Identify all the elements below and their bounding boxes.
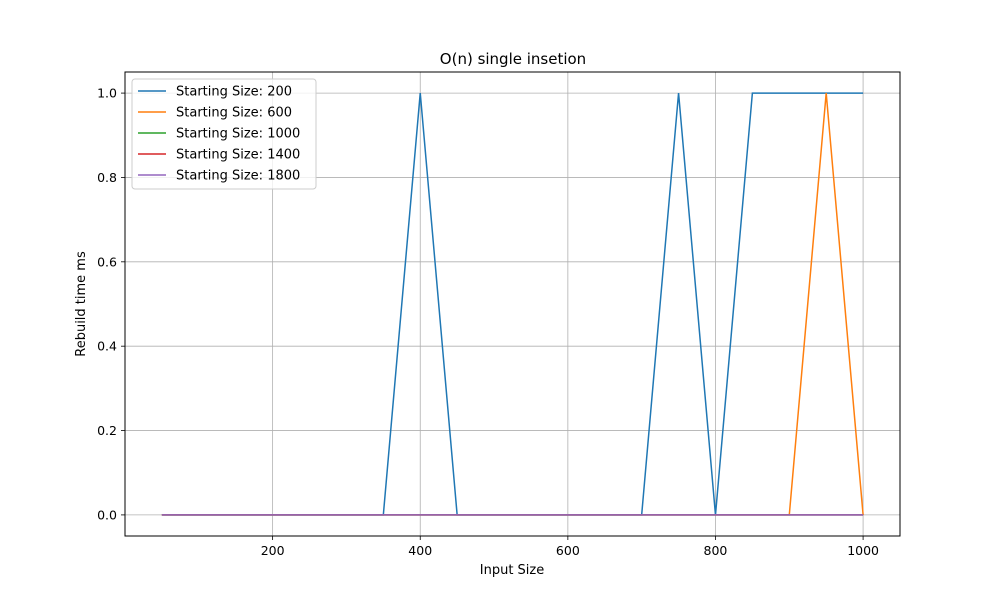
y-tick-label: 0.2 xyxy=(97,423,117,438)
legend: Starting Size: 200 Starting Size: 600 Star… xyxy=(132,79,316,189)
legend-label-4: Starting Size: 1800 xyxy=(176,169,300,184)
x-tick-label: 800 xyxy=(704,543,728,558)
y-axis-label: Rebuild time ms xyxy=(74,251,89,357)
y-tick-label: 1.0 xyxy=(97,86,117,101)
legend-label-3: Starting Size: 1400 xyxy=(176,148,300,163)
x-tick-label: 1000 xyxy=(847,543,879,558)
x-axis-label: Input Size xyxy=(480,563,544,578)
y-tick-label: 0.8 xyxy=(97,170,117,185)
legend-label-2: Starting Size: 1000 xyxy=(176,127,300,142)
x-tick-label: 600 xyxy=(556,543,580,558)
y-tick-label: 0.4 xyxy=(97,339,117,354)
x-tick-label: 200 xyxy=(261,543,285,558)
x-tick-label: 400 xyxy=(408,543,432,558)
y-tick-label: 0.6 xyxy=(97,254,117,269)
legend-label-1: Starting Size: 600 xyxy=(176,106,292,121)
legend-label-0: Starting Size: 200 xyxy=(176,85,292,100)
y-tick-label: 0.0 xyxy=(97,507,117,522)
chart-title: O(n) single insetion xyxy=(440,50,586,68)
